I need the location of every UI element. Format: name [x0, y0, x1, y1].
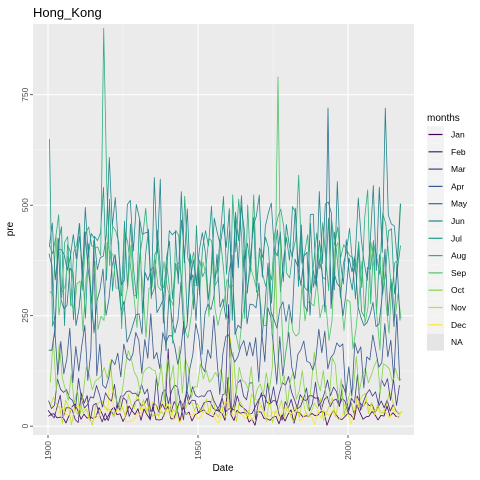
series-line-jun	[48, 107, 401, 324]
legend-label: Jan	[451, 130, 465, 140]
legend-label: Jun	[451, 216, 465, 226]
legend-swatch-na	[427, 333, 444, 351]
legend: months Jan Feb Mar Apr May Jun Jul Aug Sep Oct Nov…	[427, 113, 468, 351]
legend-label: NA	[451, 337, 463, 347]
series-line-oct	[49, 257, 402, 416]
series-line-may	[48, 107, 401, 355]
series-line-dec	[50, 359, 403, 426]
legend-label: Jul	[451, 233, 462, 243]
legend-label: Dec	[451, 320, 467, 330]
y-axis-title: pre	[5, 221, 16, 236]
y-tick-label: 250	[20, 308, 30, 322]
x-axis-title: Date	[212, 463, 234, 474]
x-tick-label: 1900	[43, 441, 53, 460]
legend-label: Nov	[451, 303, 467, 313]
legend-label: Aug	[451, 251, 466, 261]
legend-label: Apr	[451, 181, 464, 191]
y-tick-label: 750	[20, 87, 30, 101]
legend-title: months	[427, 113, 460, 124]
series-line-mar	[48, 304, 400, 421]
series-line-jan	[47, 377, 400, 426]
series-line-apr	[48, 240, 401, 397]
legend-label: Feb	[451, 147, 466, 157]
y-tick-label: 500	[20, 198, 30, 212]
legend-label: Mar	[451, 164, 466, 174]
axis-layer: 1900 1950 2000 0 250 500 750	[20, 87, 353, 460]
legend-label: Sep	[451, 268, 466, 278]
legend-label: Oct	[451, 285, 465, 295]
legend-label: May	[451, 199, 468, 209]
y-tick-label: 0	[20, 424, 30, 429]
series-line-aug	[49, 27, 402, 344]
x-tick-label: 2000	[343, 441, 353, 460]
x-tick-label: 1950	[193, 441, 203, 460]
series-layer	[47, 27, 403, 426]
chart-title: Hong_Kong	[33, 5, 102, 20]
